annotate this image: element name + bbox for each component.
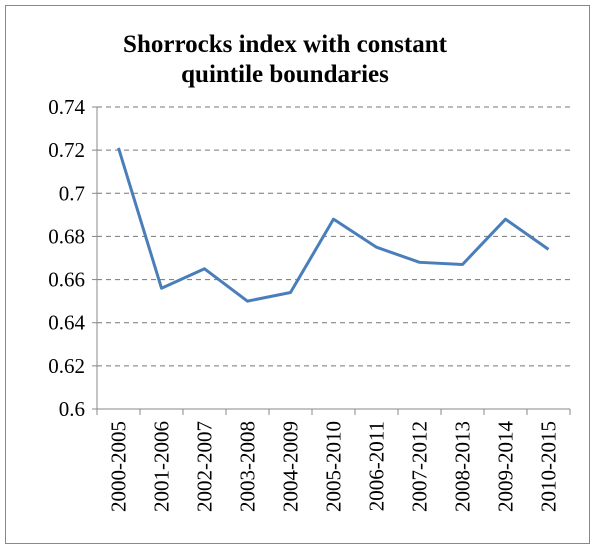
x-tick-label: 2009-2014 bbox=[494, 421, 518, 512]
x-tick-label: 2008-2013 bbox=[451, 421, 475, 512]
y-tick-label: 0.68 bbox=[48, 224, 85, 248]
data-line bbox=[117, 147, 550, 303]
x-tick-label: 2007-2012 bbox=[408, 421, 432, 512]
chart-title: Shorrocks index with constant quintile b… bbox=[123, 31, 447, 88]
x-tick-label: 2010-2015 bbox=[537, 421, 561, 512]
x-tick-label: 2002-2007 bbox=[193, 421, 217, 512]
x-tick-label: 2005-2010 bbox=[322, 421, 346, 512]
y-tick-label: 0.74 bbox=[48, 95, 85, 119]
x-tick-label: 2006-2011 bbox=[365, 421, 389, 511]
y-tick-label: 0.7 bbox=[59, 181, 85, 205]
x-tick-label: 2004-2009 bbox=[279, 421, 303, 512]
x-tick-label: 2001-2006 bbox=[150, 421, 174, 512]
x-tick-label: 2000-2005 bbox=[107, 421, 131, 512]
y-tick-label: 0.72 bbox=[48, 138, 85, 162]
x-tick-label: 2003-2008 bbox=[236, 421, 260, 512]
chart-border bbox=[5, 5, 590, 544]
y-tick-label: 0.6 bbox=[59, 397, 85, 421]
y-tick-label: 0.66 bbox=[48, 268, 85, 292]
y-tick-label: 0.62 bbox=[48, 354, 85, 378]
y-tick-label: 0.64 bbox=[48, 311, 85, 335]
